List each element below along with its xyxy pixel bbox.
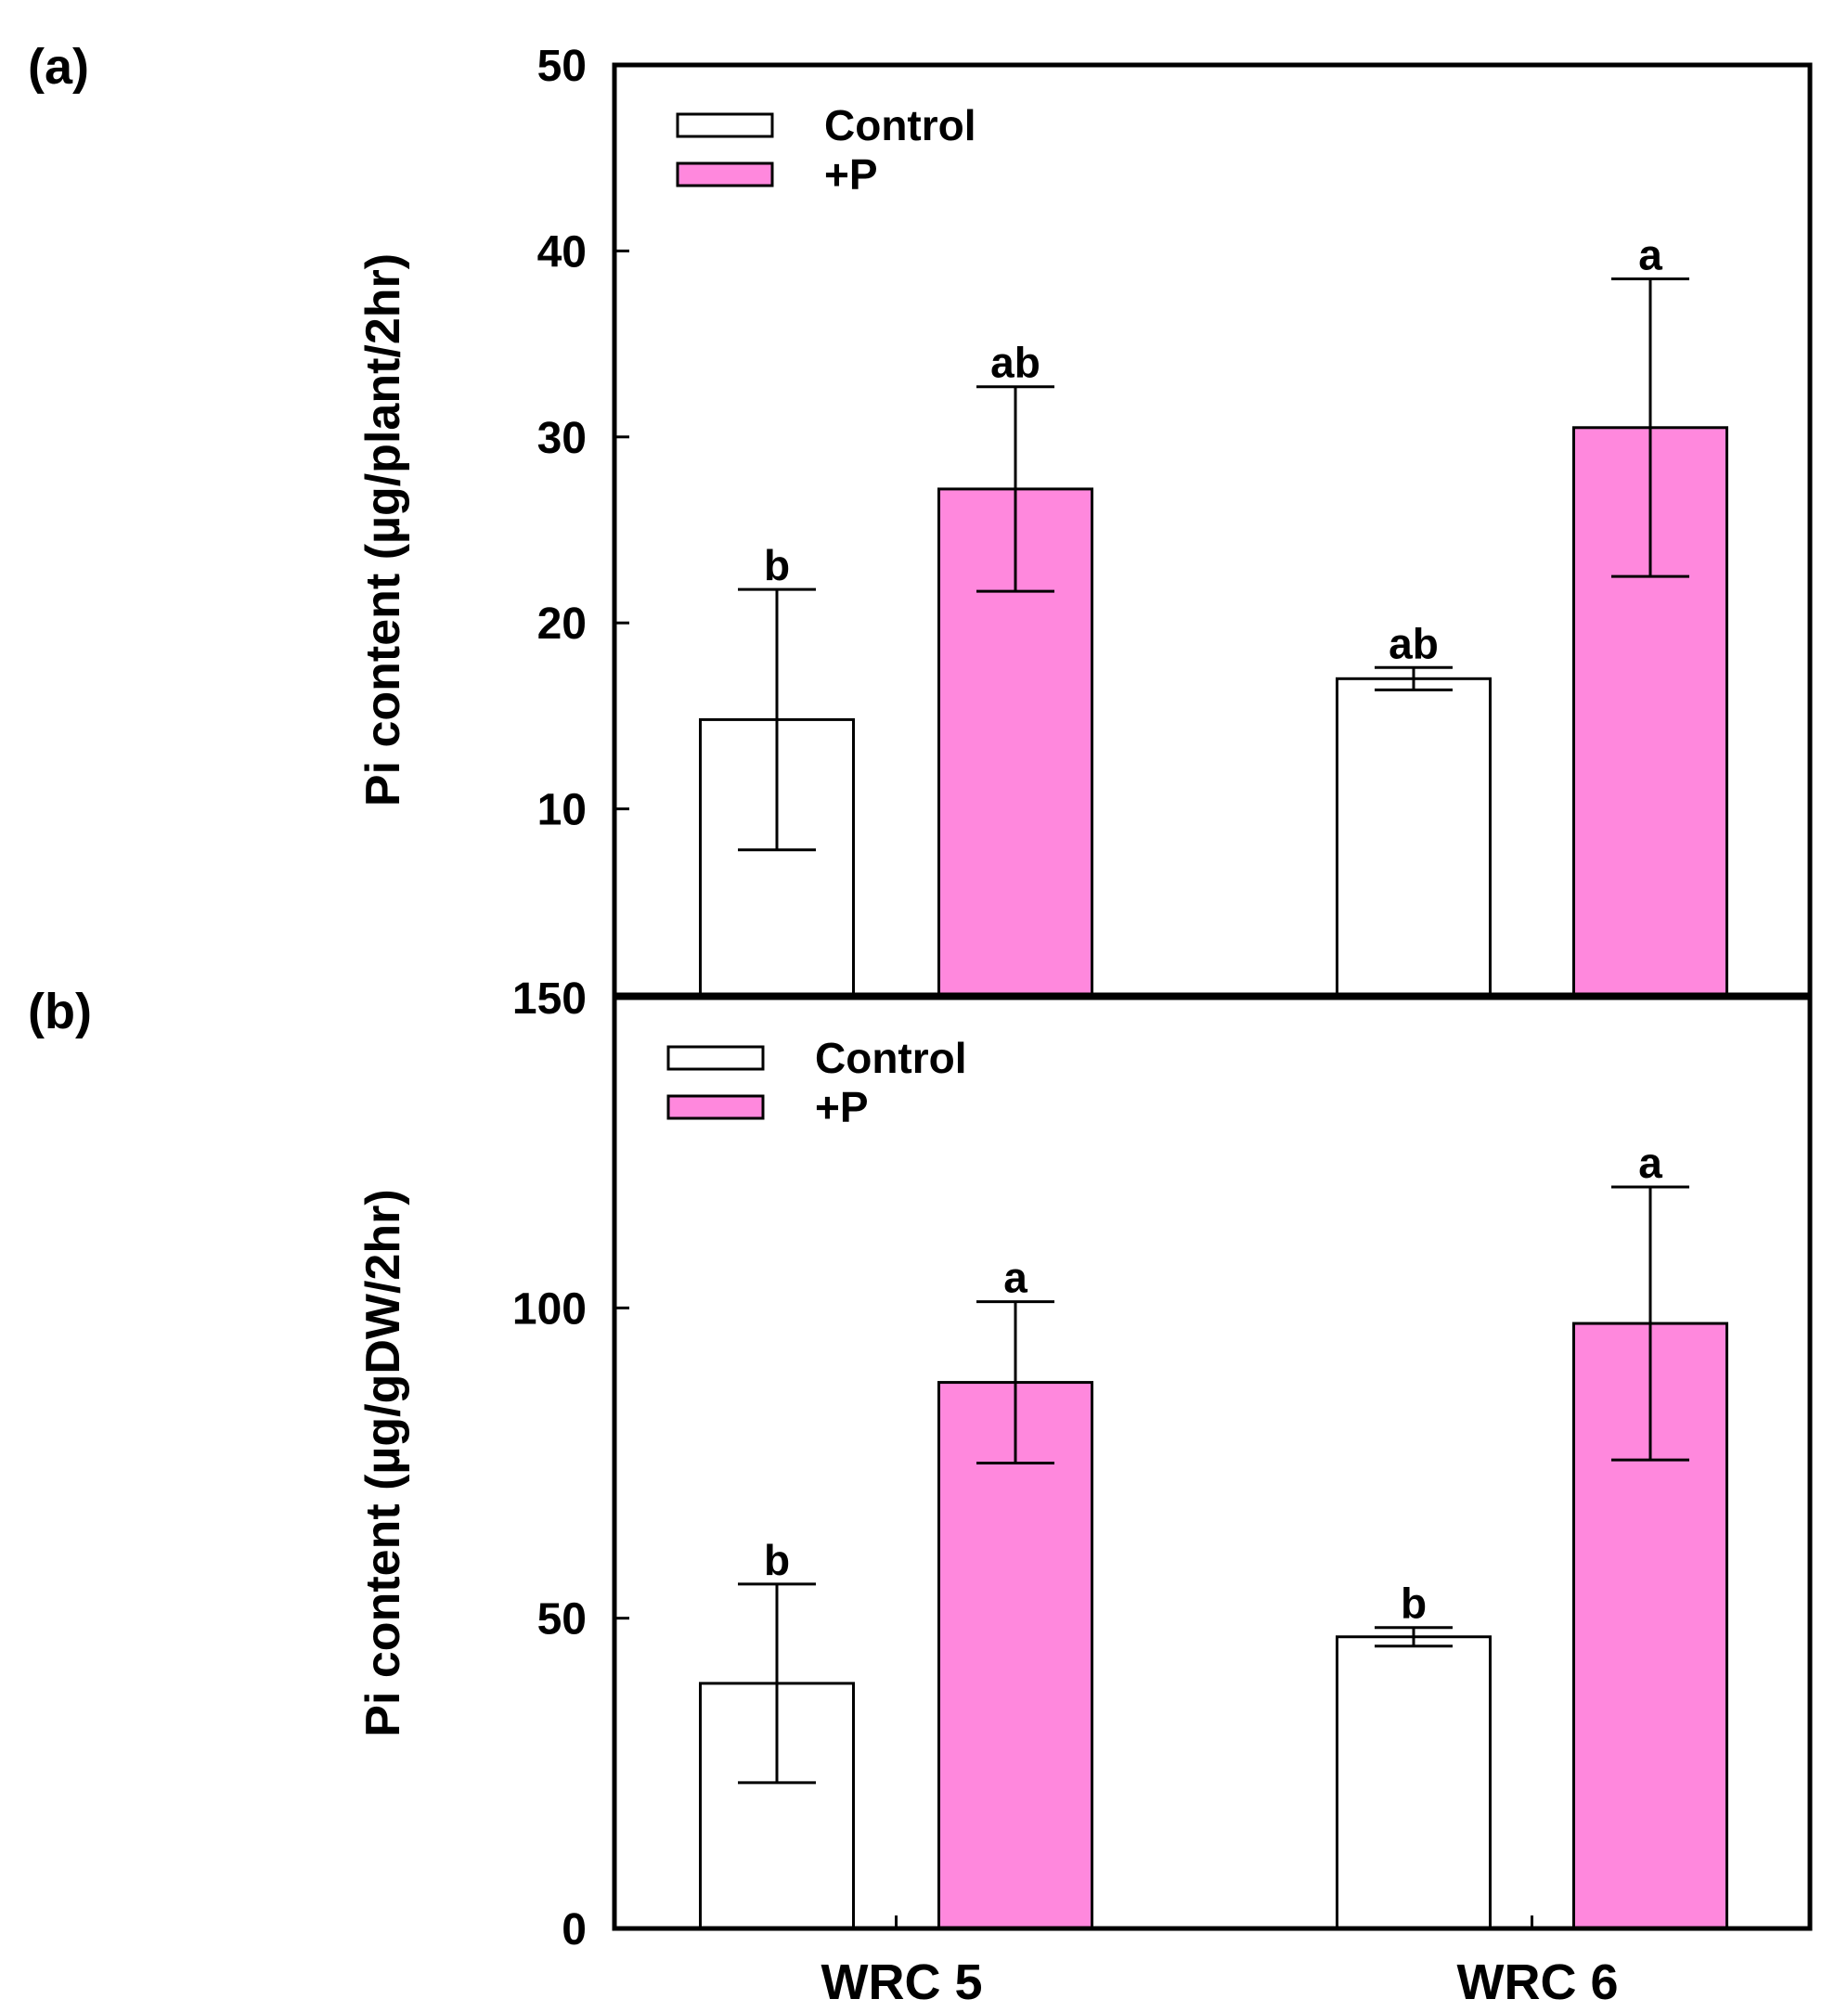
significance-label: ab: [1389, 619, 1439, 667]
y-tick-label: 150: [512, 974, 587, 1024]
y-tick-label: 40: [537, 227, 587, 277]
y-tick-label: 30: [537, 414, 587, 463]
significance-label: ab: [990, 339, 1040, 387]
y-tick-label: 50: [537, 42, 587, 91]
panel-label: (a): [28, 39, 89, 95]
legend-swatch: [676, 161, 774, 187]
significance-label: a: [1003, 1254, 1027, 1302]
plot-frame: [612, 995, 1813, 1931]
y-tick-label: 20: [537, 600, 587, 649]
bar-control-wrc6: [1336, 1635, 1492, 1930]
x-category-label: WRC 5: [821, 1954, 983, 2010]
panel-a: (a) Pi content (µg/plant/2hr) 10 20 30 40 50 b a…: [28, 39, 1813, 998]
significance-label: b: [764, 1536, 790, 1584]
y-tick-label: 50: [537, 1595, 587, 1644]
y-axis-title: Pi content (µg/gDW/2hr): [356, 1189, 410, 1736]
significance-label: b: [1401, 1580, 1427, 1628]
legend-label: Control: [824, 101, 976, 149]
plot-frame: [612, 62, 1813, 998]
significance-label: b: [764, 541, 790, 589]
legend-label: Control: [815, 1034, 967, 1082]
panel-b: (b) Pi content (µg/gDW/2hr) 0 50 100 150 b b a a C…: [28, 974, 1813, 2010]
legend-label: +P: [815, 1083, 869, 1131]
x-category-label: WRC 6: [1457, 1954, 1619, 2010]
legend-label: +P: [824, 150, 878, 199]
bar-control-wrc6: [1336, 677, 1492, 997]
significance-label: a: [1638, 1139, 1662, 1187]
panel-label: (b): [28, 984, 92, 1039]
y-tick-label: 0: [562, 1905, 587, 1954]
y-tick-label: 10: [537, 786, 587, 835]
legend-swatch: [666, 1094, 765, 1120]
significance-label: a: [1638, 230, 1662, 278]
bar-p-wrc5: [937, 1381, 1093, 1930]
y-tick-label: 100: [512, 1284, 587, 1334]
legend-swatch: [676, 112, 774, 138]
legend-swatch: [666, 1045, 765, 1071]
y-axis-title: Pi content (µg/plant/2hr): [356, 253, 410, 806]
